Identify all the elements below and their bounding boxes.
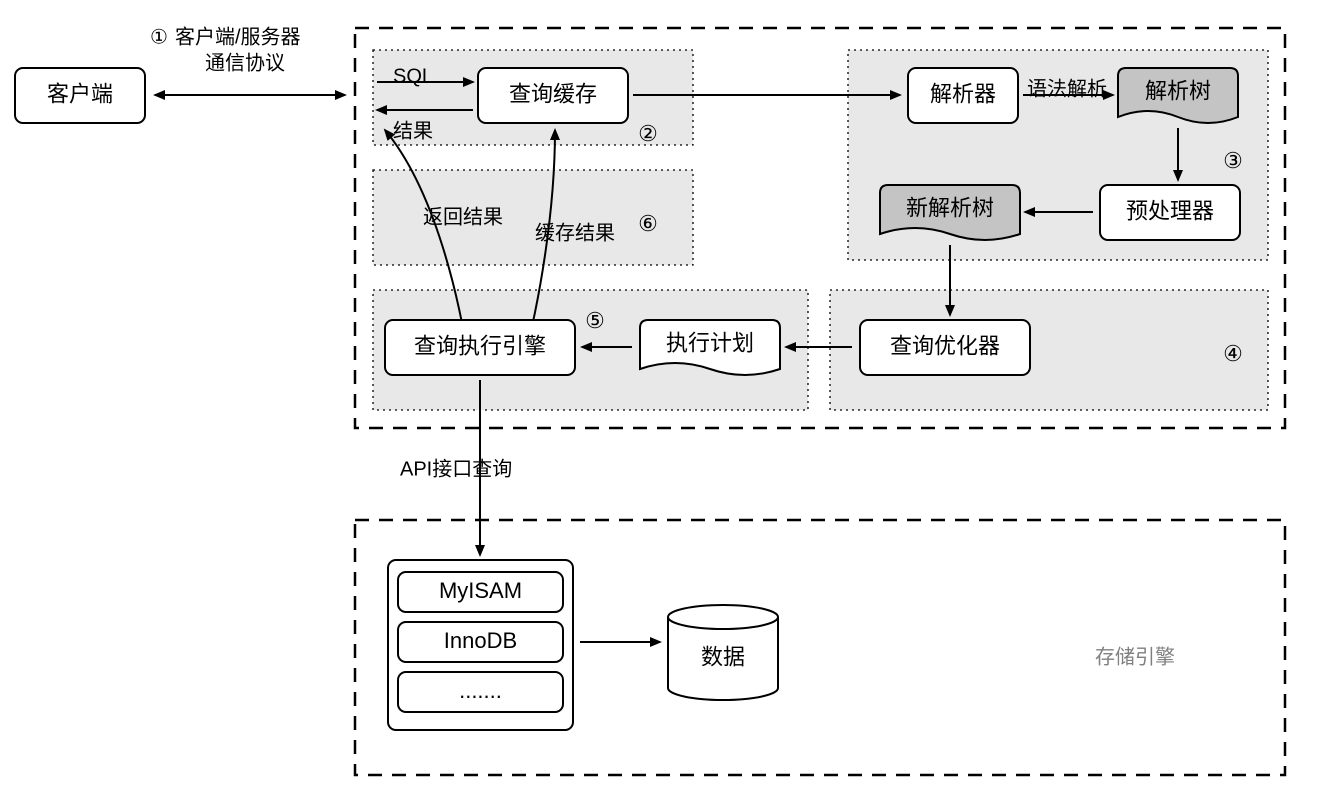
label-cache_res: 缓存结果 bbox=[535, 222, 615, 245]
marker-g3: ③ bbox=[1223, 148, 1243, 173]
marker-g4: ④ bbox=[1223, 341, 1243, 366]
label-return_res: 返回结果 bbox=[423, 206, 503, 229]
node-data-label: 数据 bbox=[701, 644, 745, 669]
marker-g2: ② bbox=[638, 121, 658, 146]
label-storage: 存储引擎 bbox=[1095, 646, 1175, 669]
node-dots-label: ....... bbox=[459, 678, 502, 703]
label-protocol1: 客户端/服务器 bbox=[175, 26, 301, 49]
node-innodb-label: InnoDB bbox=[444, 628, 517, 653]
label-api: API接口查询 bbox=[400, 458, 512, 481]
label-marker1: ① bbox=[150, 27, 168, 49]
node-parse_tree-label: 解析树 bbox=[1145, 78, 1211, 103]
node-optimizer-label: 查询优化器 bbox=[890, 333, 1000, 358]
node-new_parse_tree-label: 新解析树 bbox=[906, 195, 994, 220]
node-exec_engine-label: 查询执行引擎 bbox=[414, 333, 546, 358]
label-protocol2: 通信协议 bbox=[205, 52, 285, 75]
label-result: 结果 bbox=[393, 120, 433, 143]
node-client-label: 客户端 bbox=[47, 81, 113, 106]
label-sql: SQL bbox=[393, 66, 433, 88]
marker-g6: ⑥ bbox=[638, 211, 658, 236]
marker-g5: ⑤ bbox=[585, 308, 605, 333]
node-parser-label: 解析器 bbox=[930, 81, 996, 106]
node-query_cache-label: 查询缓存 bbox=[509, 81, 597, 106]
node-preprocessor-label: 预处理器 bbox=[1126, 198, 1214, 223]
node-data-top bbox=[668, 605, 778, 629]
label-syntax: 语法解析 bbox=[1027, 78, 1107, 101]
node-myisam-label: MyISAM bbox=[439, 578, 522, 603]
node-exec_plan-label: 执行计划 bbox=[666, 330, 754, 355]
